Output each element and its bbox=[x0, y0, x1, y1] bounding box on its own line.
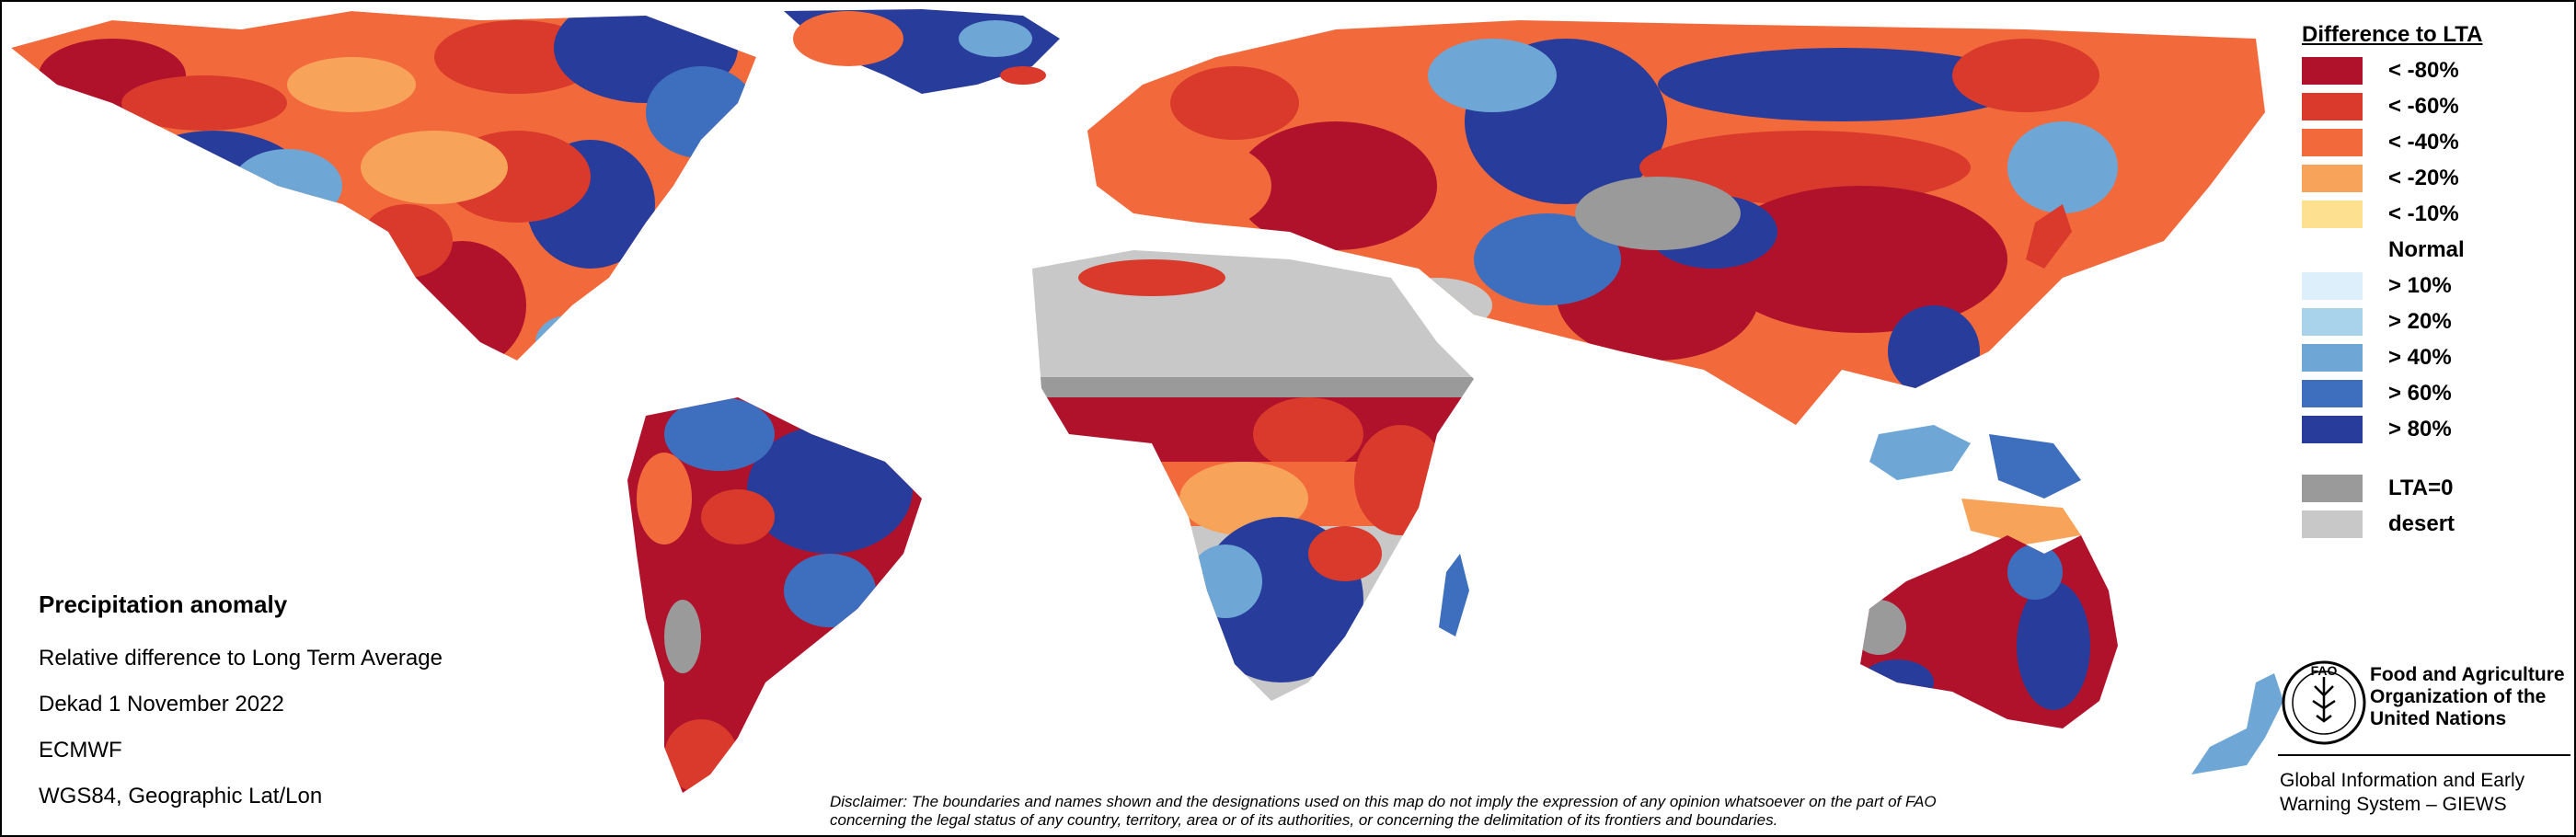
legend-swatch bbox=[2302, 165, 2363, 192]
north-america bbox=[11, 9, 1060, 361]
legend-swatch bbox=[2302, 308, 2363, 336]
fao-name-line: Organization of the bbox=[2370, 686, 2547, 707]
fao-name: Food and Agriculture Organization of the… bbox=[2370, 664, 2565, 730]
legend-item: LTA=0 bbox=[2302, 475, 2453, 502]
info-title: Precipitation anomaly bbox=[39, 590, 288, 618]
legend-item: < -10% bbox=[2302, 201, 2459, 228]
legend-label: > 40% bbox=[2388, 345, 2452, 370]
legend-label: < -80% bbox=[2388, 58, 2459, 83]
legend-swatch bbox=[2302, 475, 2363, 502]
fao-divider bbox=[2278, 754, 2570, 756]
australia bbox=[1860, 535, 2283, 774]
disclaimer-line: Disclaimer: The boundaries and names sho… bbox=[830, 793, 1937, 810]
legend-label: LTA=0 bbox=[2388, 476, 2454, 500]
legend-swatch bbox=[2302, 93, 2363, 120]
legend-label: Normal bbox=[2388, 237, 2465, 262]
giews-name: Global Information and Early Warning Sys… bbox=[2280, 769, 2524, 817]
info-subtitle: Relative difference to Long Term Average bbox=[39, 646, 443, 671]
legend-label: < -60% bbox=[2388, 94, 2459, 119]
disclaimer-line: concerning the legal status of any count… bbox=[830, 811, 1778, 829]
legend-item: Normal bbox=[2302, 236, 2465, 264]
legend-label: < -10% bbox=[2388, 201, 2459, 226]
fao-name-line: Food and Agriculture bbox=[2370, 664, 2565, 685]
giews-line: Global Information and Early bbox=[2280, 770, 2525, 791]
legend-label: > 60% bbox=[2388, 381, 2452, 406]
legend-item: < -20% bbox=[2302, 165, 2459, 192]
legend-item: > 60% bbox=[2302, 380, 2452, 407]
legend-item: < -80% bbox=[2302, 57, 2459, 85]
fao-logo: FAO bbox=[2282, 660, 2366, 745]
legend-item: > 40% bbox=[2302, 344, 2452, 372]
legend-title: Difference to LTA bbox=[2302, 22, 2483, 47]
legend-swatch bbox=[2302, 201, 2363, 228]
fao-name-line: United Nations bbox=[2370, 708, 2507, 729]
legend-swatch bbox=[2302, 510, 2363, 538]
legend-item: > 20% bbox=[2302, 308, 2452, 336]
legend-label: > 10% bbox=[2388, 273, 2452, 298]
legend-item: desert bbox=[2302, 510, 2455, 538]
info-period: Dekad 1 November 2022 bbox=[39, 692, 284, 717]
legend-swatch bbox=[2302, 416, 2363, 443]
fao-logo-letters: FAO bbox=[2311, 663, 2338, 678]
south-america bbox=[627, 397, 922, 793]
legend-swatch bbox=[2302, 129, 2363, 156]
disclaimer: Disclaimer: The boundaries and names sho… bbox=[830, 793, 2044, 830]
info-source: ECMWF bbox=[39, 738, 122, 762]
legend-label: < -20% bbox=[2388, 166, 2459, 190]
legend-item: < -60% bbox=[2302, 93, 2459, 120]
legend-item: > 80% bbox=[2302, 416, 2452, 443]
legend-swatch bbox=[2302, 344, 2363, 372]
legend-swatch bbox=[2302, 236, 2363, 264]
legend-swatch bbox=[2302, 380, 2363, 407]
legend-label: desert bbox=[2388, 511, 2455, 536]
eurasia bbox=[1087, 20, 2265, 545]
legend-swatch bbox=[2302, 272, 2363, 300]
info-projection: WGS84, Geographic Lat/Lon bbox=[39, 784, 323, 808]
giews-line: Warning System – GIEWS bbox=[2280, 794, 2507, 815]
legend-swatch bbox=[2302, 57, 2363, 85]
africa bbox=[1032, 250, 1474, 701]
legend-label: < -40% bbox=[2388, 130, 2459, 155]
legend-item: > 10% bbox=[2302, 272, 2452, 300]
legend-item: < -40% bbox=[2302, 129, 2459, 156]
legend-label: > 80% bbox=[2388, 417, 2452, 441]
legend-label: > 20% bbox=[2388, 309, 2452, 334]
